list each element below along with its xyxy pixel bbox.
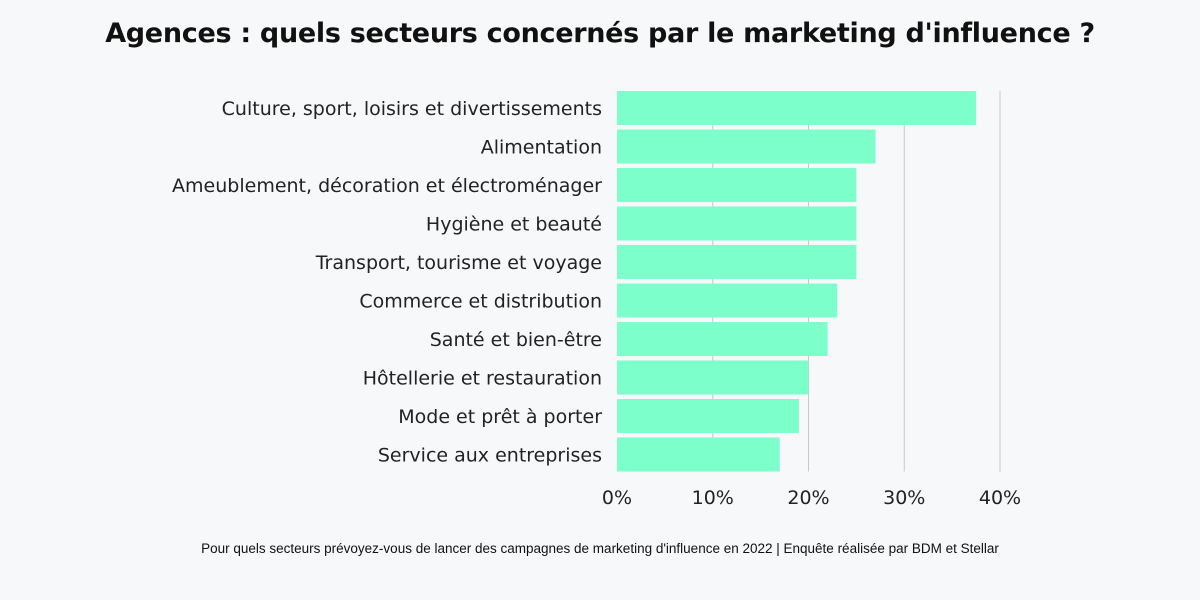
category-label: Service aux entreprises [378,445,602,467]
bar [617,206,857,241]
category-labels: Culture, sport, loisirs et divertissemen… [172,98,602,467]
chart-title: Agences : quels secteurs concernés par l… [105,18,1095,49]
bar [617,283,838,318]
category-label: Mode et prêt à porter [398,406,602,428]
bar [617,437,780,472]
bar [617,360,809,395]
category-label: Hygiène et beauté [426,214,602,236]
bar [617,245,857,279]
bar [617,322,828,356]
category-label: Santé et bien-être [430,329,602,351]
category-label: Alimentation [481,137,602,159]
category-label: Culture, sport, loisirs et divertissemen… [222,98,602,120]
bars [617,91,977,472]
x-tick-label: 20% [787,487,829,509]
x-axis-ticks: 0% 10% 20% 30% 40% [602,487,1021,509]
chart-caption: Pour quels secteurs prévoyez-vous de lan… [201,541,999,556]
bar [617,399,799,433]
x-tick-label: 0% [602,487,632,509]
bar [617,168,857,202]
x-tick-label: 10% [692,487,734,509]
category-label: Commerce et distribution [359,291,602,313]
bar [617,91,977,125]
category-label: Transport, tourisme et voyage [315,252,602,274]
category-label: Ameublement, décoration et électroménage… [172,175,602,197]
x-tick-label: 30% [883,487,925,509]
category-label: Hôtellerie et restauration [363,368,602,390]
bar [617,129,876,164]
x-tick-label: 40% [979,487,1021,509]
